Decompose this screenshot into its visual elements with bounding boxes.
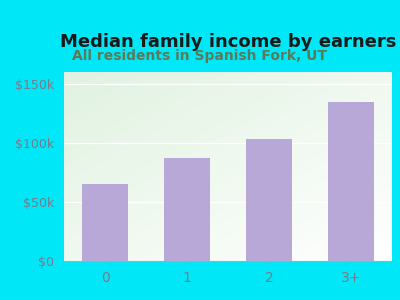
Bar: [246, 139, 292, 261]
Bar: [328, 101, 374, 261]
Bar: [164, 158, 210, 261]
Text: All residents in Spanish Fork, UT: All residents in Spanish Fork, UT: [72, 49, 328, 62]
Title: Median family income by earners: Median family income by earners: [60, 33, 396, 51]
Bar: [82, 184, 128, 261]
